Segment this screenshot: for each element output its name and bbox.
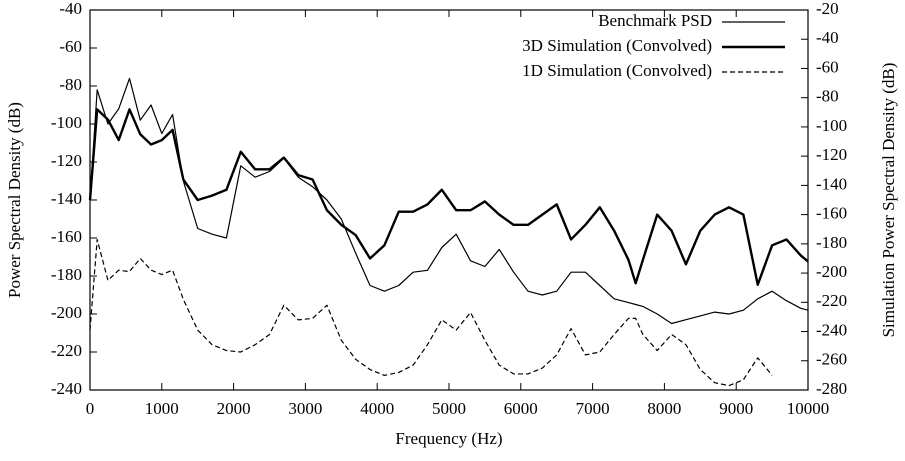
series-line [88, 108, 809, 286]
y-tick-label: -80 [59, 75, 82, 94]
y-tick-label: -240 [51, 379, 82, 398]
x-tick-label: 0 [86, 399, 95, 418]
y-tick-label: -200 [51, 303, 82, 322]
y-tick-label: -220 [51, 341, 82, 360]
y2-tick-label: -20 [816, 0, 839, 18]
y2-tick-label: -200 [816, 262, 847, 281]
x-tick-label: 10000 [787, 399, 830, 418]
y2-tick-label: -260 [816, 350, 847, 369]
x-tick-label: 3000 [288, 399, 322, 418]
y2-tick-label: -60 [816, 57, 839, 76]
y2-tick-label: -240 [816, 320, 847, 339]
x-tick-label: 8000 [647, 399, 681, 418]
x-tick-label: 7000 [576, 399, 610, 418]
y2-tick-label: -160 [816, 204, 847, 223]
series-line [89, 238, 773, 387]
y2-axis-label: Simulation Power Spectral Density (dB) [879, 63, 898, 338]
x-tick-label: 2000 [217, 399, 251, 418]
y-tick-label: -100 [51, 113, 82, 132]
y-tick-label: -140 [51, 189, 82, 208]
y2-tick-label: -120 [816, 145, 847, 164]
y2-tick-label: -280 [816, 379, 847, 398]
legend-label: 3D Simulation (Convolved) [522, 36, 712, 55]
x-tick-label: 5000 [432, 399, 466, 418]
y-axis-label: Power Spectral Density (dB) [5, 102, 24, 298]
y-tick-label: -40 [59, 0, 82, 18]
legend-label: 1D Simulation (Convolved) [522, 61, 712, 80]
y2-tick-label: -140 [816, 174, 847, 193]
x-tick-label: 6000 [504, 399, 538, 418]
y2-tick-label: -80 [816, 87, 839, 106]
y2-tick-label: -220 [816, 291, 847, 310]
y-tick-label: -180 [51, 265, 82, 284]
y-tick-label: -160 [51, 227, 82, 246]
x-tick-label: 1000 [145, 399, 179, 418]
y-tick-label: -60 [59, 37, 82, 56]
y-tick-label: -120 [51, 151, 82, 170]
x-tick-label: 4000 [360, 399, 394, 418]
y2-tick-label: -180 [816, 233, 847, 252]
y2-tick-label: -100 [816, 116, 847, 135]
y2-tick-label: -40 [816, 28, 839, 47]
legend-label: Benchmark PSD [598, 11, 712, 30]
x-axis-label: Frequency (Hz) [395, 429, 502, 448]
x-tick-label: 9000 [719, 399, 753, 418]
